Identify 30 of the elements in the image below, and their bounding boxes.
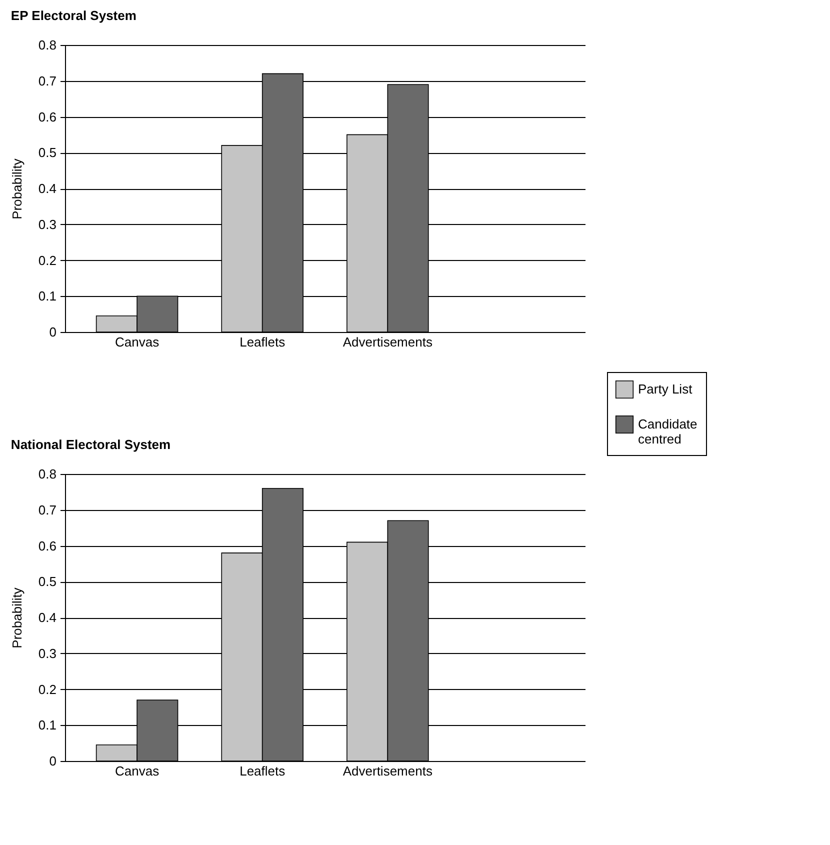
legend-label: Party List (638, 382, 693, 396)
y-tick-label: 0.8 (38, 38, 56, 52)
x-tick-label: Leaflets (240, 764, 286, 778)
x-tick-label: Leaflets (240, 334, 286, 350)
y-tick-label: 0.2 (38, 252, 56, 268)
chart-title: National Electoral System (10, 437, 171, 452)
x-tick-label: Canvas (115, 764, 160, 778)
y-tick-label: 0.3 (38, 646, 56, 661)
x-tick-label: Canvas (115, 334, 160, 350)
y-axis-title: Probability (9, 587, 24, 648)
y-tick-label: 0.3 (38, 216, 56, 232)
y-tick-label: 0.1 (38, 718, 56, 733)
x-tick-label: Advertisements (342, 764, 433, 778)
y-tick-label: 0.1 (38, 288, 56, 304)
y-tick-label: 0.4 (38, 181, 56, 196)
y-tick-label: 0.5 (38, 145, 56, 160)
y-tick-label: 0.5 (38, 574, 56, 590)
y-tick-label: 0.4 (38, 610, 56, 625)
y-axis-title: Probability (9, 158, 24, 220)
x-tick-label: Advertisements (342, 334, 433, 350)
y-tick-label: 0 (49, 324, 56, 340)
y-tick-label: 0.8 (38, 466, 56, 482)
legend-label: Candidate centred (638, 416, 698, 446)
y-tick-label: 0 (49, 754, 56, 768)
y-tick-label: 0.6 (38, 538, 56, 554)
y-tick-label: 0.7 (38, 73, 56, 88)
y-tick-label: 0.6 (38, 109, 56, 124)
y-tick-label: 0.7 (38, 502, 56, 518)
chart-title: EP Electoral System (10, 8, 136, 23)
y-tick-label: 0.2 (38, 682, 56, 697)
